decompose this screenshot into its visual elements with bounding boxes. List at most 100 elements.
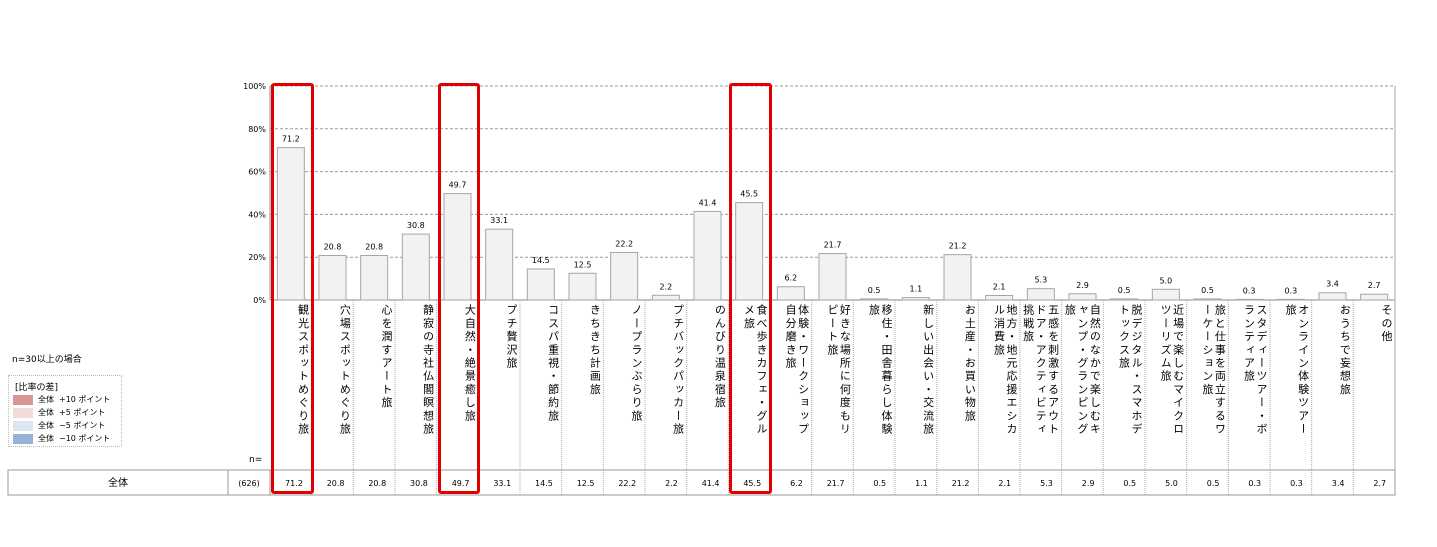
category-label: きちきち計画旅 (588, 304, 602, 397)
bar (1151, 288, 1180, 301)
data-label: 0.3 (1243, 286, 1256, 295)
data-label: 45.5 (740, 190, 758, 199)
data-label: 5.3 (1034, 276, 1047, 285)
category-label: 自然のなかで楽しむキャンプ・グランピング旅 (1063, 304, 1102, 436)
category-label: 近場で楽しむマイクロツーリズム旅 (1159, 304, 1185, 436)
legend-label: 全体 (38, 434, 54, 443)
sample-note: n=30以上の場合 (12, 355, 82, 365)
legend-label: 全体 (38, 408, 54, 417)
category-label: 旅と仕事を両立するワーケーション旅 (1200, 304, 1227, 436)
legend-value: −10 ポイント (59, 434, 111, 443)
bar (1068, 293, 1097, 301)
bar (401, 233, 430, 301)
category-label: 脱デジタル・スマホデトックス旅 (1117, 304, 1144, 436)
legend-swatch (13, 407, 33, 418)
legend-value: +5 ポイント (59, 408, 106, 417)
category-label: おうちで妄想旅 (1338, 304, 1352, 397)
table-value: 1.1 (915, 479, 928, 488)
table-value: 21.7 (827, 479, 845, 488)
table-row (7, 469, 1396, 496)
bar (1360, 293, 1389, 301)
legend-swatch (13, 433, 33, 444)
bar (1318, 292, 1347, 301)
y-tick-label: 0% (253, 296, 266, 305)
bar (1026, 288, 1055, 301)
data-label: 0.5 (1118, 286, 1131, 295)
bar (526, 268, 555, 301)
highlight-box (437, 83, 481, 494)
y-tick-label: 80% (248, 125, 266, 134)
bar (485, 228, 514, 301)
data-label: 2.7 (1368, 281, 1381, 290)
table-value: 2.9 (1082, 479, 1095, 488)
data-label: 33.1 (490, 216, 508, 225)
table-value: 30.8 (410, 479, 428, 488)
data-label: 2.9 (1076, 281, 1089, 290)
data-label: 0.5 (868, 286, 881, 295)
bar (1193, 298, 1222, 301)
table-value: 6.2 (790, 479, 803, 488)
category-label: 地方・地元応援エシカル消費旅 (992, 304, 1019, 436)
category-label: 心を潤すアート旅 (380, 304, 393, 410)
category-label: 静寂の寺社仏閣瞑想旅 (421, 304, 435, 436)
category-label: 観光スポットめぐり旅 (296, 304, 310, 436)
table-value: 0.5 (1123, 479, 1136, 488)
data-label: 22.2 (615, 239, 633, 248)
table-value: 0.3 (1290, 479, 1303, 488)
table-value: 49.7 (452, 479, 470, 488)
data-label: 21.2 (949, 242, 967, 251)
data-label: 20.8 (365, 242, 383, 251)
bar (1235, 298, 1264, 301)
y-tick-label: 40% (248, 210, 266, 219)
data-label: 41.4 (699, 198, 717, 207)
table-row-label: 全体 (108, 476, 128, 489)
legend-title: [比率の差] (15, 383, 59, 393)
bar (985, 295, 1014, 301)
table-value: 14.5 (535, 479, 553, 488)
table-value: 12.5 (577, 479, 595, 488)
legend: [比率の差] 全体 +10 ポイント 全体 +5 ポイント 全体 −5 ポイント 全体… (8, 375, 122, 447)
category-label: 大自然・絶景癒し旅 (463, 304, 477, 423)
table-n: (626) (238, 479, 260, 488)
bar (818, 253, 847, 301)
table-value: 2.2 (665, 479, 678, 488)
category-label: お土産・お買い物旅 (963, 304, 977, 423)
bar (276, 147, 305, 301)
legend-item: 全体 −5 ポイント (13, 420, 105, 431)
bar (901, 297, 930, 301)
table-value: 22.2 (618, 479, 636, 488)
bar (651, 294, 680, 301)
data-label: 6.2 (784, 274, 797, 283)
category-label: 食べ歩きカフェ・グルメ旅 (742, 304, 769, 436)
data-label: 30.8 (407, 221, 425, 230)
y-tick-label: 60% (248, 168, 266, 177)
data-label: 21.7 (824, 241, 842, 250)
category-label: 移住・田舎暮らし体験旅 (867, 304, 894, 436)
category-label: 体験・ワークショップ自分磨き旅 (784, 304, 810, 436)
category-label: 穴場スポットめぐり旅 (338, 304, 352, 436)
bar (1276, 298, 1305, 301)
table-value: 0.5 (873, 479, 886, 488)
bar (1110, 298, 1139, 301)
table-value: 21.2 (952, 479, 970, 488)
data-label: 0.5 (1201, 286, 1214, 295)
category-label: 五感を刺激するアウトドア・アクティビティ挑戦旅 (1021, 304, 1060, 436)
table-value: 41.4 (702, 479, 720, 488)
category-label: プチ贅沢旅 (505, 304, 518, 370)
data-label: 71.2 (282, 135, 300, 144)
n-header: n= (249, 455, 263, 465)
bar (318, 254, 347, 301)
legend-swatch (13, 394, 33, 405)
category-label: コスパ重視・節約旅 (546, 304, 560, 423)
data-label: 5.0 (1159, 276, 1172, 285)
bar (776, 286, 805, 301)
table-value: 45.5 (743, 479, 761, 488)
category-label: その他 (1380, 304, 1393, 344)
category-label: 新しい出会い・交流旅 (921, 304, 935, 436)
data-label: 0.3 (1284, 286, 1297, 295)
data-label: 3.4 (1326, 280, 1339, 289)
legend-label: 全体 (38, 395, 54, 404)
bar (943, 254, 972, 301)
data-label: 12.5 (574, 260, 592, 269)
